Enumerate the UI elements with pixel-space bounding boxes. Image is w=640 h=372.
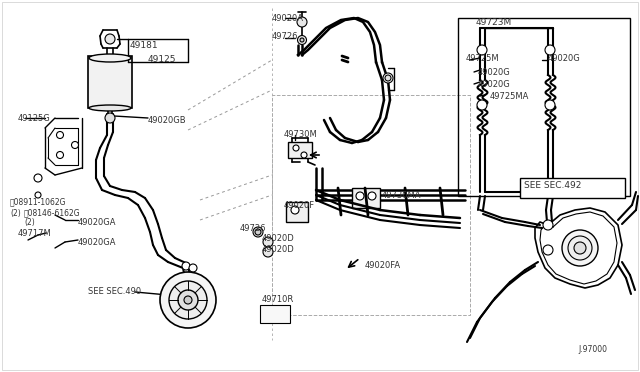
Text: 49717M: 49717M [18,228,52,237]
Text: 49723M: 49723M [476,17,512,26]
Text: 49020F: 49020F [284,201,315,209]
Circle shape [255,229,261,235]
Bar [458,18,630,196]
Text: 49125G: 49125G [18,113,51,122]
Circle shape [293,145,299,151]
Bar [288,142,312,158]
Circle shape [298,35,307,45]
Ellipse shape [89,54,131,62]
Text: Ⓜ08146-6162G: Ⓜ08146-6162G [24,208,81,218]
Text: 49181: 49181 [130,41,159,49]
Circle shape [34,174,42,182]
Circle shape [562,230,598,266]
Circle shape [105,34,115,44]
Circle shape [368,192,376,200]
Circle shape [356,192,364,200]
Text: 49730MA: 49730MA [382,190,422,199]
Circle shape [184,296,192,304]
Circle shape [300,38,304,42]
Text: 49020G: 49020G [478,67,511,77]
Bar [88,56,132,108]
Circle shape [182,262,190,270]
Text: (2): (2) [10,208,20,218]
Text: 49725MA: 49725MA [490,92,529,100]
Circle shape [56,151,63,158]
Text: 49020FA: 49020FA [365,260,401,269]
Text: 49125: 49125 [148,55,177,64]
Text: 49020D: 49020D [262,246,295,254]
Bar [286,202,308,222]
Bar [260,305,290,323]
Text: 49020GA: 49020GA [78,218,116,227]
Circle shape [105,113,115,123]
Bar [352,188,380,208]
Circle shape [545,45,555,55]
Circle shape [72,141,79,148]
Circle shape [189,264,197,272]
Text: ⓝ08911-1062G: ⓝ08911-1062G [10,198,67,206]
Text: SEE SEC.492: SEE SEC.492 [524,180,581,189]
Text: (2): (2) [24,218,35,227]
Text: 49020G: 49020G [478,80,511,89]
Circle shape [545,100,555,110]
Text: 49725M: 49725M [466,54,500,62]
Circle shape [56,131,63,138]
Bar [520,178,625,198]
Circle shape [543,245,553,255]
Circle shape [477,100,487,110]
Circle shape [291,206,299,214]
Circle shape [160,272,216,328]
Circle shape [253,227,263,237]
Text: 49020GA: 49020GA [78,237,116,247]
Text: 49020G: 49020G [548,54,580,62]
Circle shape [477,45,487,55]
Text: 49020GB: 49020GB [148,115,187,125]
Circle shape [263,237,273,247]
Circle shape [35,192,41,198]
Text: 49730M: 49730M [284,129,317,138]
Circle shape [297,17,307,27]
Text: 49020A: 49020A [272,13,304,22]
Circle shape [263,247,273,257]
Circle shape [169,281,207,319]
Circle shape [383,73,393,83]
Text: 49710R: 49710R [262,295,294,305]
Circle shape [385,75,391,81]
Text: J.97000: J.97000 [578,346,607,355]
Circle shape [568,236,592,260]
Text: 49020D: 49020D [262,234,295,243]
Bar [272,95,470,315]
Ellipse shape [89,105,131,111]
Text: 49726: 49726 [240,224,266,232]
Circle shape [543,220,553,230]
Text: SEE SEC.490: SEE SEC.490 [88,288,141,296]
Circle shape [574,242,586,254]
Circle shape [178,290,198,310]
Circle shape [301,152,307,158]
Text: 49726: 49726 [272,32,298,41]
